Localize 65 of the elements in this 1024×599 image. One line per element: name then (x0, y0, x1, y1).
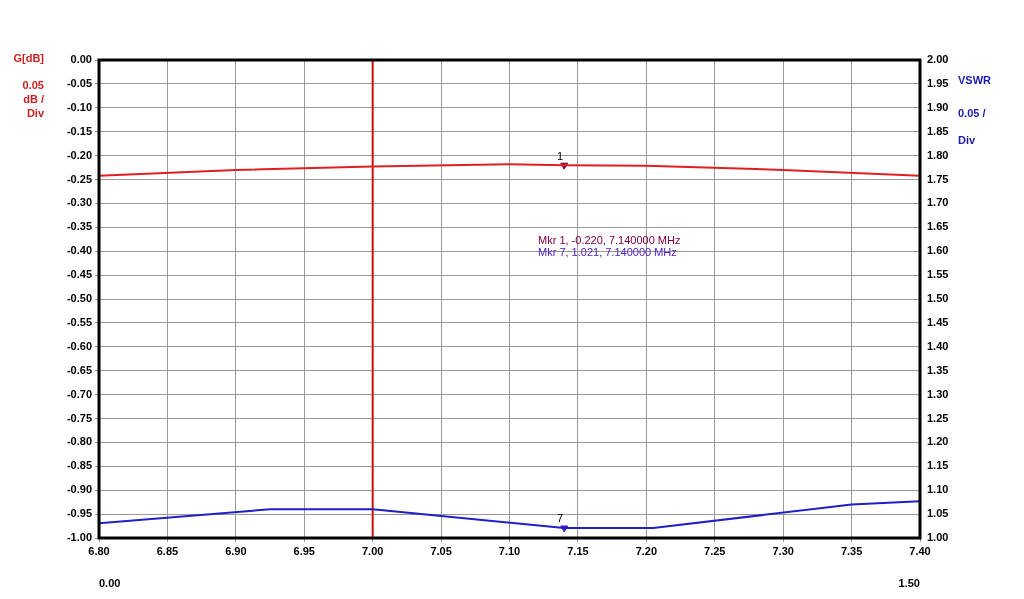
x2-tick-label: 0.00 (99, 576, 121, 589)
x-tick-label: 7.40 (909, 544, 931, 557)
y-tick-label: -0.95 (66, 507, 92, 520)
y-tick-label: -0.20 (66, 148, 92, 161)
x-tick-label: 6.80 (88, 544, 110, 557)
y-tick-label: -0.15 (66, 124, 92, 137)
y-tick-label: 0.00 (70, 53, 92, 66)
y-tick-label: -0.40 (66, 244, 92, 257)
y2-tick-label: 1.05 (927, 507, 949, 520)
x-tick-label: 7.20 (635, 544, 658, 557)
y2-tick-label: 1.85 (927, 124, 949, 137)
y2-axis-title: VSWR (958, 74, 991, 86)
y-tick-label: -0.65 (66, 363, 92, 376)
x-tick-label: 7.05 (430, 544, 452, 557)
y2-tick-label: 1.55 (927, 268, 949, 281)
y2-tick-label: 1.30 (927, 387, 949, 400)
annotation: 7 (557, 512, 564, 525)
y2-tick-label: 2.00 (927, 53, 949, 66)
y2-tick-label: 1.65 (927, 220, 949, 233)
x-tick-label: 7.30 (772, 544, 794, 557)
annotation: Mkr 7, 1.021, 7.140000 MHz (538, 246, 677, 258)
x-tick-label: 6.90 (225, 544, 247, 557)
y-tick-label: -0.45 (66, 268, 92, 281)
x-tick-label: 7.35 (840, 544, 863, 557)
text: 0.05 / Div (958, 107, 986, 146)
y2-tick-label: 1.45 (927, 315, 949, 328)
y-tick-label: -1.00 (66, 531, 92, 544)
y2-tick-label: 1.75 (927, 172, 949, 185)
y2-tick-label: 1.90 (927, 100, 949, 113)
y2-tick-label: 1.70 (927, 196, 949, 209)
x-tick-label: 7.15 (567, 544, 589, 557)
text: 0.05 dB / Div (21, 78, 44, 120)
annotation: 1 (557, 149, 564, 162)
y2-tick-label: 1.35 (927, 363, 949, 376)
x-tick-label: 7.00 (361, 544, 384, 557)
y-tick-label: -0.10 (66, 100, 92, 113)
x-tick-label: 7.25 (704, 544, 726, 557)
y2-tick-label: 1.95 (927, 76, 949, 89)
y-tick-label: -0.75 (66, 411, 92, 424)
y2-tick-label: 1.25 (927, 411, 949, 424)
y2-tick-label: 1.00 (927, 531, 949, 544)
x-tick-label: 6.95 (293, 544, 315, 557)
x-tick-label: 7.10 (498, 544, 521, 557)
y-tick-label: -0.60 (66, 339, 92, 352)
y2-tick-label: 1.60 (927, 244, 949, 257)
y2-tick-label: 1.20 (927, 435, 949, 448)
y2-tick-label: 1.50 (927, 292, 949, 305)
y2-tick-label: 1.10 (927, 483, 949, 496)
y-tick-label: -0.35 (66, 220, 92, 233)
y2-tick-label: 1.80 (927, 148, 949, 161)
y-tick-label: -0.70 (66, 387, 92, 400)
y2-tick-label: 1.40 (927, 339, 949, 352)
y-tick-label: -0.90 (66, 483, 92, 496)
y-tick-label: -0.85 (66, 459, 92, 472)
y-tick-label: -0.25 (66, 172, 92, 185)
x2-tick-label: 1.50 (898, 576, 920, 589)
y-axis-title: G[dB] (12, 52, 44, 64)
y-tick-label: -0.80 (66, 435, 92, 448)
y-tick-label: -0.55 (66, 315, 92, 328)
y2-tick-label: 1.15 (927, 459, 949, 472)
y-tick-label: -0.30 (66, 196, 92, 209)
annotation: Mkr 1, -0.220, 7.140000 MHz (538, 234, 681, 246)
y-tick-label: -0.05 (66, 76, 92, 89)
y-tick-label: -0.50 (66, 292, 92, 305)
x-tick-label: 6.85 (156, 544, 179, 557)
